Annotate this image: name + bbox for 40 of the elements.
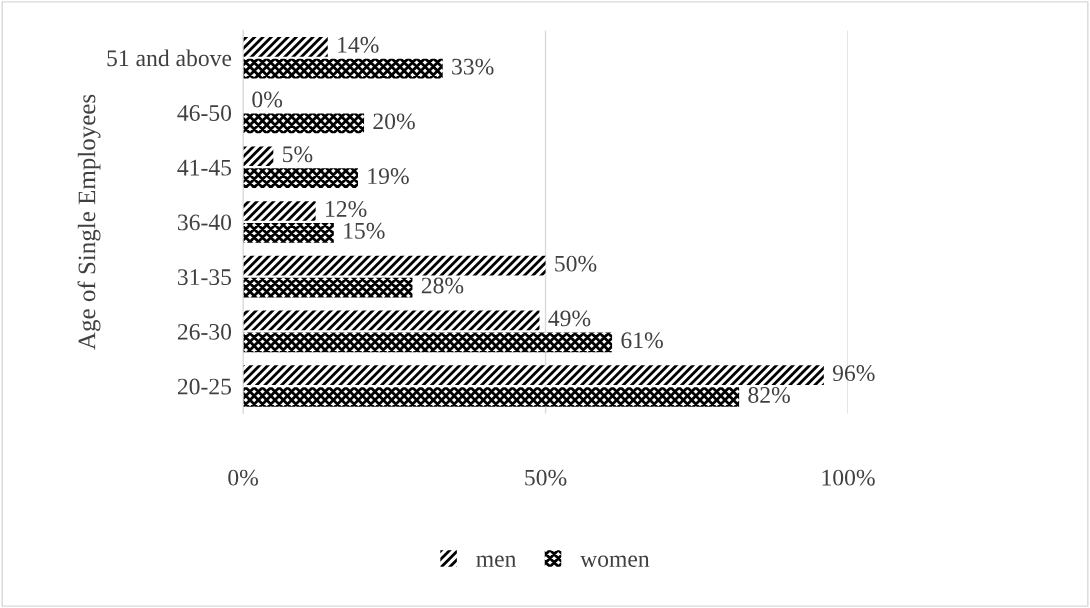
- bar: [243, 58, 443, 79]
- data-label: 49%: [548, 310, 591, 327]
- y-tick-label: 41-45: [177, 159, 232, 176]
- bar: [243, 255, 546, 276]
- bar: [243, 310, 540, 331]
- x-tick-label: 0%: [228, 469, 258, 486]
- y-tick-label: 51 and above: [107, 49, 232, 67]
- data-label: 82%: [748, 387, 790, 404]
- data-label: 28%: [421, 277, 464, 294]
- bar: [243, 201, 316, 221]
- data-label: 19%: [368, 168, 409, 185]
- data-label: 96%: [832, 365, 875, 382]
- data-label: 0%: [252, 91, 283, 108]
- y-axis-title: Age of Single Employees: [77, 94, 101, 350]
- data-label: 15%: [344, 222, 385, 239]
- y-tick-label: 26-30: [177, 323, 232, 340]
- bar: [243, 146, 274, 167]
- bar: [243, 365, 824, 385]
- data-label: 33%: [452, 58, 494, 75]
- y-tick-label: 46-50: [177, 104, 232, 121]
- data-label: 5%: [283, 146, 313, 163]
- bar: [243, 113, 365, 134]
- bar: [243, 277, 413, 298]
- y-tick-label: 36-40: [178, 214, 232, 231]
- x-tick-label: 100%: [822, 469, 875, 486]
- data-label: 61%: [621, 332, 663, 349]
- data-label: 14%: [338, 36, 379, 53]
- data-label: 50%: [555, 255, 597, 272]
- bar: [243, 168, 359, 188]
- legend-label: men: [476, 555, 517, 567]
- bar: [243, 36, 328, 57]
- bar: [243, 332, 613, 353]
- bar: [243, 387, 740, 407]
- y-tick-label: 20-25: [177, 378, 232, 395]
- y-tick-label: 31-35: [178, 269, 232, 286]
- legend-label: women: [580, 555, 650, 567]
- x-tick-label: 50%: [525, 469, 567, 486]
- data-label: 12%: [326, 200, 367, 217]
- bar: [243, 223, 334, 243]
- data-label: 20%: [373, 113, 415, 130]
